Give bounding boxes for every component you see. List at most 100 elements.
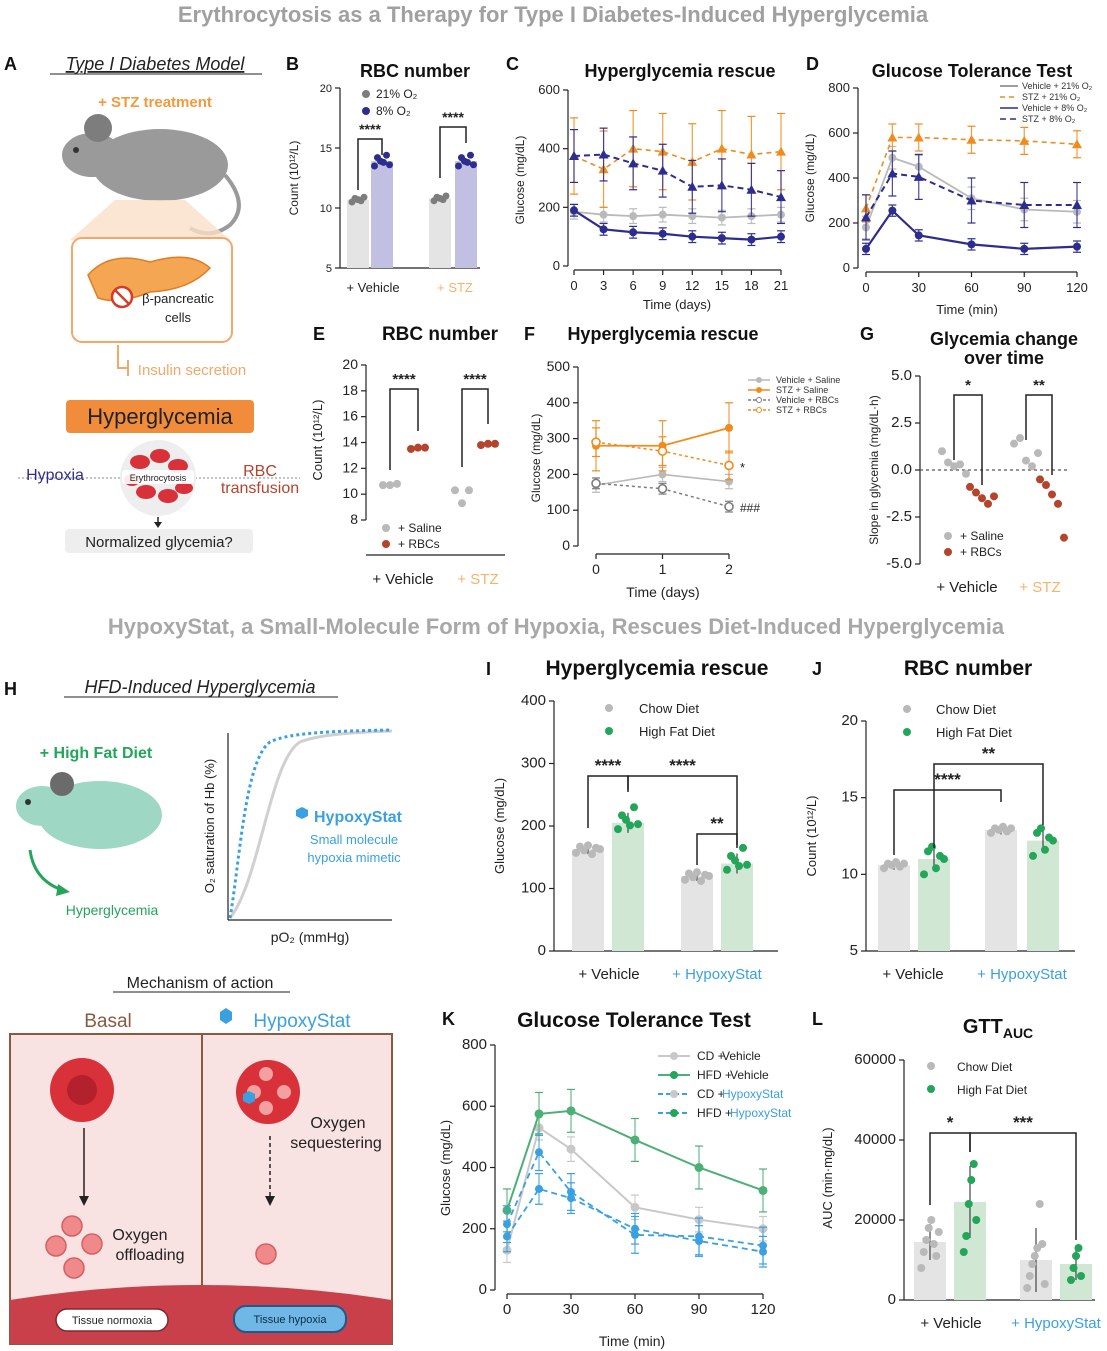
y-tick-label: 60000 <box>854 1051 896 1068</box>
chart-title: Hyperglycemia rescue <box>567 324 758 344</box>
data-point <box>1067 1276 1075 1284</box>
chart-b-rbc-number: RBC number 5 10 15 20 Count (10¹²/L) + Vehicle… <box>287 61 480 295</box>
tissue-normoxia-box <box>55 1308 169 1332</box>
significance-label: ** <box>710 814 724 833</box>
hypoxystat-o2-curve <box>228 728 393 919</box>
data-point <box>599 210 608 219</box>
data-point <box>599 225 608 234</box>
data-point <box>914 231 923 240</box>
data-point <box>940 855 948 863</box>
y-tick-label: 10 <box>320 203 332 215</box>
series-line <box>865 156 1078 228</box>
x-tick-label: 120 <box>750 1301 775 1318</box>
data-point <box>919 1248 928 1256</box>
significance-label: ** <box>982 744 996 763</box>
data-point <box>360 193 368 201</box>
data-point <box>731 856 739 865</box>
x-tick-label: 90 <box>1017 280 1031 295</box>
bar <box>878 865 910 951</box>
y-tick-label: 0.0 <box>891 461 912 478</box>
data-point <box>1034 449 1042 458</box>
legend-label: 21% O₂ <box>376 87 418 101</box>
y-tick-label: 200 <box>462 1220 487 1237</box>
data-point <box>1020 244 1029 253</box>
mechanism-title: Mechanism of action <box>127 975 274 992</box>
insulin-secretion-label: Insulin secretion <box>138 362 246 379</box>
data-point <box>491 439 499 448</box>
data-point <box>484 439 492 448</box>
data-point <box>458 499 466 508</box>
h-hyperglycemia-label: Hyperglycemia <box>66 902 159 918</box>
data-point <box>534 1109 544 1119</box>
panel-h-title: HFD-Induced Hyperglycemia <box>84 677 315 697</box>
group-label: + Vehicle <box>920 1315 981 1332</box>
legend-marker <box>670 1052 678 1060</box>
series-stz-rbcs <box>591 427 734 481</box>
legend-marker <box>670 1109 678 1117</box>
legend-label: STZ + 8% O₂ <box>1022 114 1076 124</box>
data-point <box>1069 1264 1078 1272</box>
significance-label: **** <box>463 371 487 388</box>
data-point <box>570 206 578 215</box>
data-point <box>455 162 462 170</box>
y-tick-label: 400 <box>547 394 571 410</box>
data-point <box>470 161 477 169</box>
po2-axis-label: pO₂ (mmHg) <box>271 929 350 945</box>
legend-label: + Saline <box>960 529 1004 543</box>
data-point <box>1025 1272 1034 1280</box>
y-tick-label: 20 <box>841 712 858 729</box>
y-tick-label: 5 <box>326 263 332 275</box>
data-point <box>657 446 668 456</box>
data-point <box>1028 1260 1037 1268</box>
y-tick-label: 800 <box>462 1036 487 1053</box>
oxygen-molecules-icon <box>45 1215 103 1279</box>
data-point <box>1042 481 1050 490</box>
x-tick-label: 0 <box>570 278 577 293</box>
y-tick-label: 8 <box>350 511 358 527</box>
series-line <box>573 147 782 171</box>
panel-letter-f: F <box>524 324 535 344</box>
data-point <box>626 821 634 830</box>
significance-bracket <box>587 775 629 828</box>
legend-prefix: CD + <box>697 1087 725 1101</box>
data-point <box>928 842 936 851</box>
data-point <box>629 212 638 221</box>
legend-label: + Saline <box>398 521 442 535</box>
data-point <box>467 151 474 159</box>
mid-section-title: HypoxyStat, a Small-Molecule Form of Hyp… <box>108 614 1005 639</box>
data-point <box>697 877 705 885</box>
data-point <box>932 864 940 873</box>
bar <box>985 829 1017 951</box>
data-point <box>695 1232 703 1241</box>
data-point <box>598 149 609 159</box>
y-tick-label: -5.0 <box>886 555 912 572</box>
data-point <box>591 437 601 447</box>
bar <box>612 822 644 951</box>
y-tick-label: 400 <box>521 692 546 709</box>
significance-bracket <box>696 833 738 865</box>
legend-prefix: HFD + <box>697 1068 732 1082</box>
series-line <box>506 1109 764 1211</box>
series-line <box>573 210 782 219</box>
data-point <box>535 1148 543 1157</box>
o2-saturation-axis-label: O₂ saturation of Hb (%) <box>202 759 217 893</box>
data-point <box>1077 1272 1085 1280</box>
panel-letter-i: I <box>486 659 491 679</box>
hypoxia-mimetic-label: hypoxia mimetic <box>307 850 401 865</box>
chart-title-main: GTT <box>963 1016 1003 1038</box>
data-point <box>393 479 401 488</box>
panel-letter-h: H <box>4 679 17 699</box>
data-point <box>723 865 731 874</box>
data-point <box>630 803 638 812</box>
data-point <box>464 158 471 166</box>
panel-letter-c: C <box>506 54 519 74</box>
legend-label: STZ + 21% O₂ <box>1022 92 1081 102</box>
significance-bracket <box>969 1132 1077 1240</box>
x-tick-label: 0 <box>592 561 600 577</box>
y-tick-label: 40000 <box>854 1131 896 1148</box>
data-point <box>724 460 734 471</box>
group-label: + HypoxyStat <box>672 966 762 983</box>
data-point <box>938 447 946 456</box>
significance-bracket <box>1025 394 1053 475</box>
